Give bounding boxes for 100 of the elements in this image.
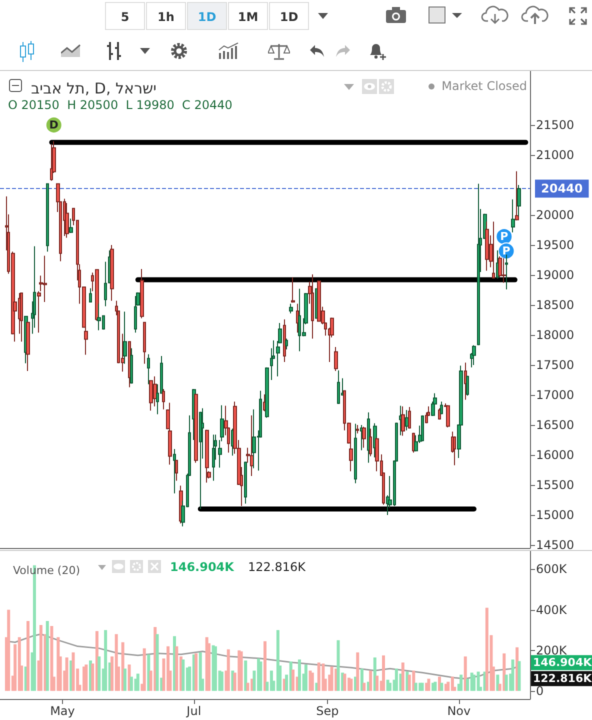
bar xyxy=(7,610,10,691)
annotation: P xyxy=(500,230,508,244)
bar xyxy=(304,664,308,691)
bar xyxy=(244,660,248,691)
annotation: Market Closed xyxy=(442,79,527,93)
candlestick xyxy=(337,370,340,404)
bar xyxy=(408,674,411,691)
x-tick-label: Sep xyxy=(316,704,339,718)
bar xyxy=(123,668,126,691)
y-tick-label: 18000 xyxy=(536,328,574,342)
bar xyxy=(485,608,488,691)
y-tick-label: 18500 xyxy=(536,298,574,312)
candlestick xyxy=(46,183,49,252)
candlestick xyxy=(517,184,521,217)
bar xyxy=(460,674,463,691)
bar xyxy=(65,657,68,691)
x-tick-label: May xyxy=(50,704,75,718)
bar xyxy=(356,652,360,691)
text: 1M xyxy=(228,2,268,30)
bar xyxy=(26,620,30,691)
bar xyxy=(46,620,49,691)
annotation: D xyxy=(49,118,58,132)
text: 1h xyxy=(146,2,186,30)
candlestick xyxy=(194,393,198,464)
candlestick xyxy=(492,221,495,280)
bar xyxy=(504,674,508,691)
x-tick-label: Nov xyxy=(447,704,471,718)
candlestick xyxy=(110,244,114,302)
candlestick xyxy=(466,375,469,396)
candlestick xyxy=(502,258,506,284)
bar xyxy=(330,666,334,691)
ref-line-label: 20440 xyxy=(541,182,583,196)
bar xyxy=(496,674,500,691)
bar xyxy=(136,674,140,691)
bar xyxy=(72,652,75,691)
candlestick xyxy=(399,405,402,436)
bar xyxy=(292,670,295,691)
candlestick xyxy=(405,410,409,431)
y-tick-label: 400K xyxy=(536,602,568,617)
candlestick xyxy=(95,269,99,322)
candlestick xyxy=(334,346,338,372)
bar xyxy=(317,662,320,691)
y-tick-label: 14500 xyxy=(536,538,574,552)
candlestick xyxy=(362,426,366,448)
candlestick xyxy=(408,406,411,430)
candlestick xyxy=(123,311,127,364)
candlestick xyxy=(356,424,359,434)
candlestick xyxy=(250,414,254,476)
bar xyxy=(182,659,185,691)
candlestick xyxy=(140,268,144,319)
bar xyxy=(369,670,372,691)
bar xyxy=(362,682,366,691)
bar xyxy=(401,662,404,691)
candlestick xyxy=(69,218,73,234)
y-tick-label: 21500 xyxy=(536,118,574,132)
annotation: 122.816K xyxy=(533,672,592,686)
candlestick xyxy=(134,296,137,334)
candlestick xyxy=(283,318,286,362)
candlestick xyxy=(446,405,450,428)
candlestick xyxy=(453,436,456,466)
annotation: 146.904K xyxy=(533,656,592,670)
candlestick xyxy=(477,183,480,346)
candlestick xyxy=(175,460,178,482)
bar xyxy=(427,678,430,691)
candlestick xyxy=(317,280,321,322)
candlestick xyxy=(205,429,209,484)
candlestick xyxy=(421,414,424,442)
bar xyxy=(511,659,514,691)
candlestick xyxy=(65,202,69,238)
candlestick xyxy=(311,274,314,340)
candlestick xyxy=(354,423,357,484)
candlestick xyxy=(50,144,53,182)
candlestick xyxy=(130,348,133,384)
x-tick-label: Jul xyxy=(186,704,202,718)
candlestick xyxy=(153,376,157,407)
bar xyxy=(246,682,250,691)
bar xyxy=(226,649,230,691)
candlestick xyxy=(505,254,508,290)
candlestick xyxy=(20,292,23,342)
bar xyxy=(194,653,198,691)
y-tick-label: 20000 xyxy=(536,208,574,222)
bar xyxy=(322,664,325,691)
text: 5 xyxy=(105,2,145,30)
bar xyxy=(298,659,301,691)
bar xyxy=(388,682,392,691)
candlestick xyxy=(265,366,269,418)
candlestick xyxy=(464,362,467,400)
annotation: 146.904K xyxy=(170,560,235,574)
bar xyxy=(440,682,444,691)
bar xyxy=(156,634,159,691)
bar xyxy=(104,630,108,691)
candlestick xyxy=(296,303,299,334)
candlestick xyxy=(511,198,515,233)
candlestick xyxy=(199,411,202,510)
candlestick xyxy=(440,401,443,415)
bar xyxy=(39,625,42,691)
candlestick xyxy=(212,434,215,482)
candlestick xyxy=(291,276,295,304)
candlestick xyxy=(367,412,370,464)
bar xyxy=(450,676,454,691)
